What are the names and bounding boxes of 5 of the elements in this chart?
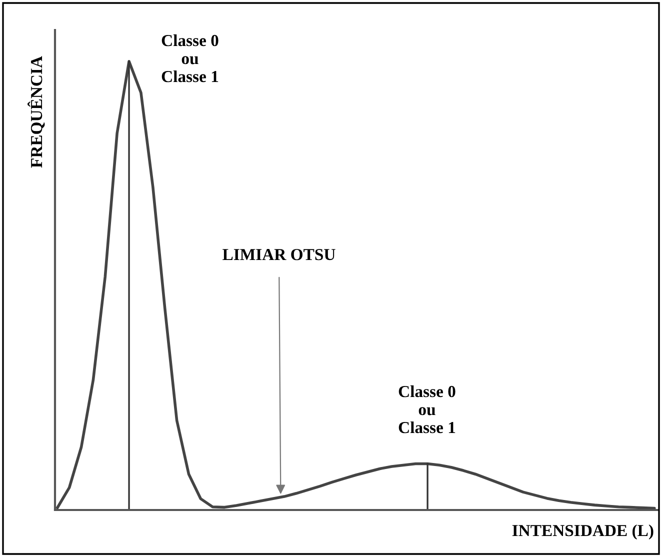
y-axis-title: FREQUÊNCIA (28, 56, 45, 168)
x-axis-title: INTENSIDADE (L) (512, 524, 654, 540)
annotation: Classe 0 ou Classe 1 (162, 34, 218, 82)
annotation: Classe 0 ou Classe 1 (398, 385, 456, 434)
annotation: LIMIAR OTSU (222, 248, 336, 260)
